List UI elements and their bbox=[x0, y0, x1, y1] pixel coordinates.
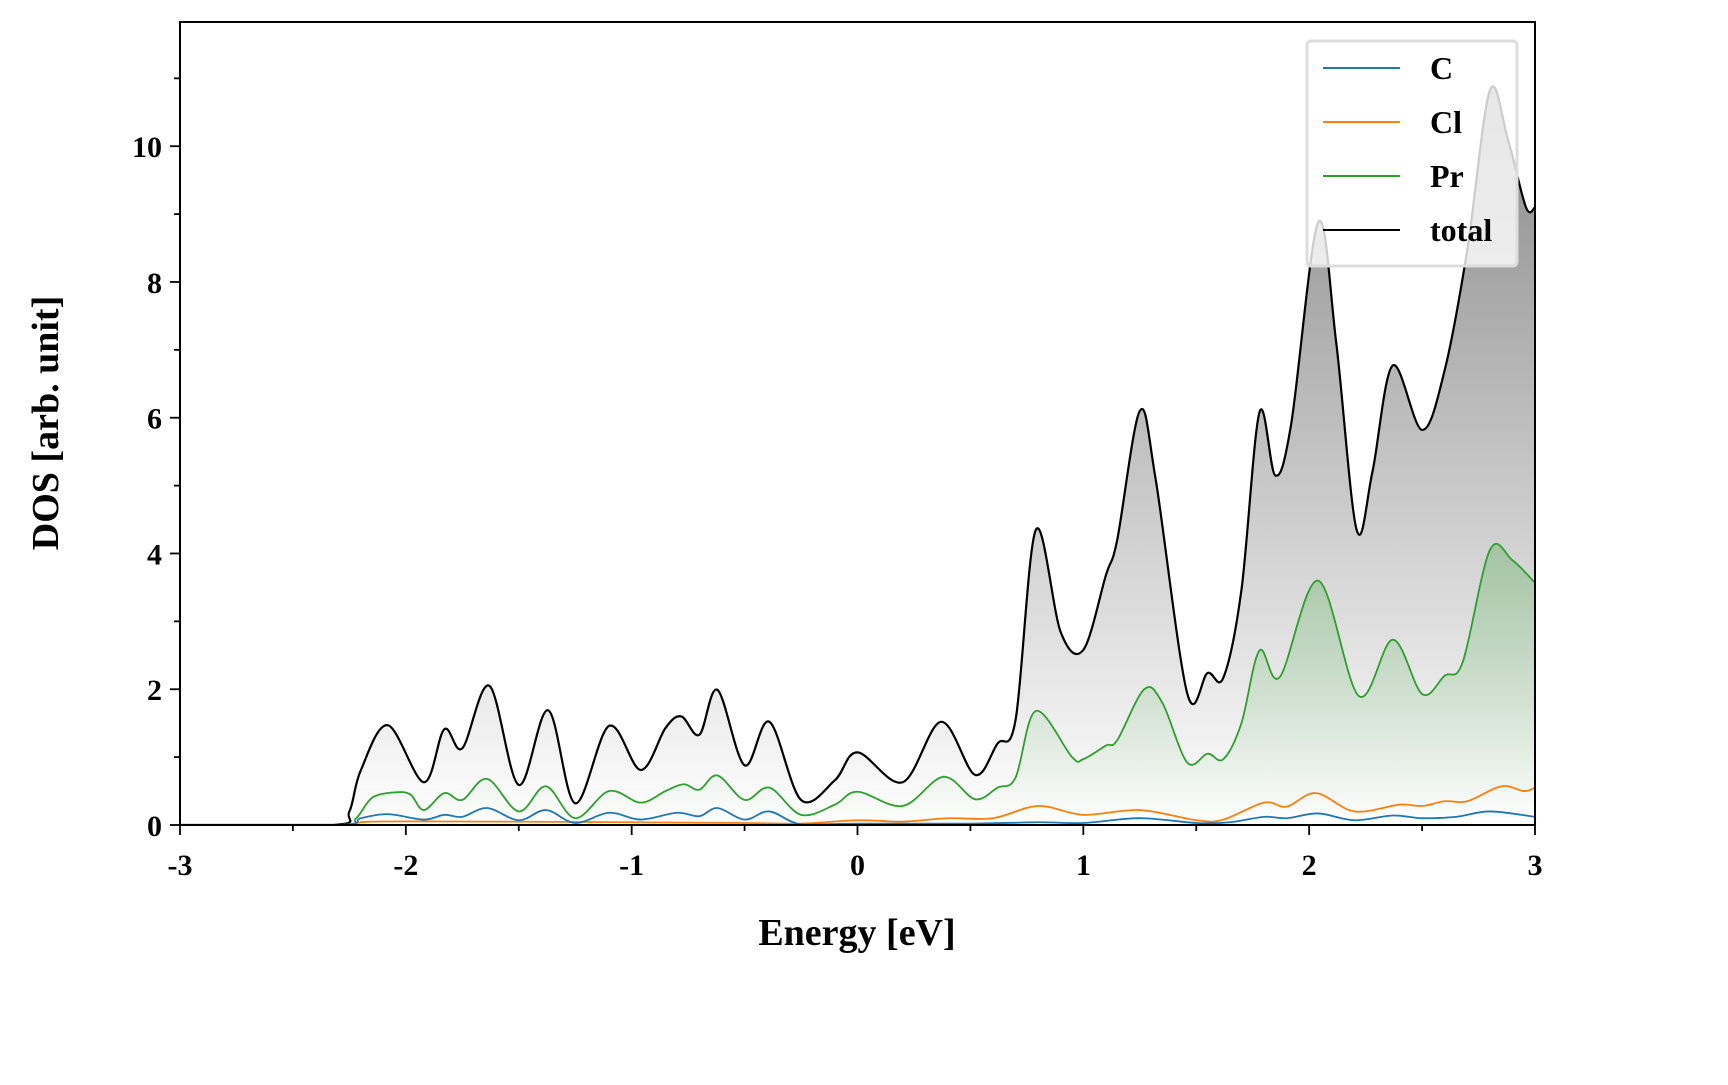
x-tick-label: 2 bbox=[1302, 849, 1317, 882]
x-tick-label: 1 bbox=[1076, 849, 1091, 882]
legend-label: Cl bbox=[1430, 104, 1462, 140]
legend-label: Pr bbox=[1430, 158, 1464, 194]
line-pr bbox=[180, 542, 1535, 825]
legend-entry-c: C bbox=[1323, 50, 1453, 86]
x-axis-label: Energy [eV] bbox=[758, 912, 955, 954]
legend-label: total bbox=[1430, 212, 1492, 248]
y-tick-label: 0 bbox=[147, 810, 162, 843]
legend-entry-pr: Pr bbox=[1323, 158, 1464, 194]
x-tick-label: -1 bbox=[619, 849, 644, 882]
y-tick-label: 6 bbox=[147, 403, 162, 436]
y-tick-label: 8 bbox=[147, 267, 162, 300]
x-tick-label: -2 bbox=[393, 849, 418, 882]
legend-entry-total: total bbox=[1323, 212, 1492, 248]
legend: C Cl Pr total bbox=[1305, 39, 1519, 268]
x-tick-label: 0 bbox=[850, 849, 865, 882]
legend-frame bbox=[1305, 39, 1519, 268]
legend-label: C bbox=[1430, 50, 1453, 86]
y-tick-label: 2 bbox=[147, 674, 162, 707]
x-tick-label: 3 bbox=[1528, 849, 1543, 882]
line-cl bbox=[180, 785, 1535, 825]
line-total bbox=[180, 85, 1535, 825]
legend-entry-cl: Cl bbox=[1323, 104, 1462, 140]
y-axis-label: DOS [arb. unit] bbox=[25, 296, 67, 550]
fill-pr bbox=[180, 543, 1535, 825]
y-tick-label: 10 bbox=[132, 131, 162, 164]
x-tick-label: -3 bbox=[168, 849, 193, 882]
line-c bbox=[180, 807, 1535, 825]
y-tick-label: 4 bbox=[147, 538, 162, 571]
